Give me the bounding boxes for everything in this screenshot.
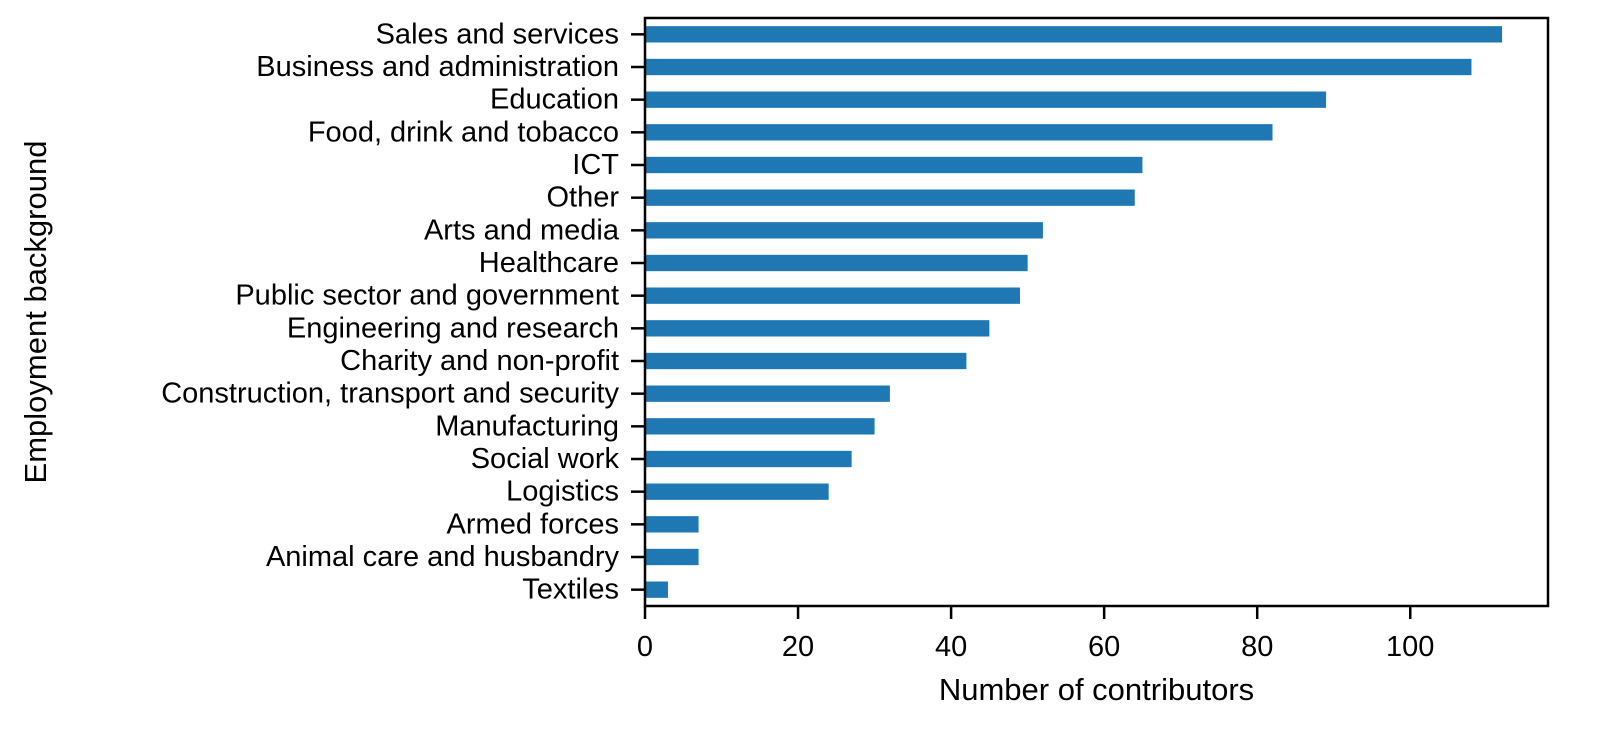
bar-logistics [645,483,829,500]
bar-sales-and-services [645,26,1503,43]
category-label: Charity and non-profit [340,345,619,377]
bar-engineering-and-research [645,320,990,337]
category-label: Business and administration [256,51,619,83]
bar-business-and-administration [645,58,1472,76]
bar-education [645,91,1327,108]
category-label: Animal care and husbandry [266,541,620,573]
category-label: Other [546,182,619,214]
x-ticks: 0 20 40 60 80 100 [637,606,1434,663]
y-tick-marks [631,33,645,591]
category-label: Education [490,84,619,116]
bar-construction-transport-and-security [645,385,890,402]
category-label: Sales and services [376,18,619,50]
category-label: Logistics [506,476,619,508]
category-label: Arts and media [424,214,620,246]
y-axis-label: Employment background [18,141,53,484]
category-label: Armed forces [447,508,619,540]
bars-group [645,26,1503,598]
category-label: Public sector and government [235,280,619,312]
category-label: Construction, transport and security [161,378,619,410]
bar-textiles [645,581,668,598]
bar-social-work [645,450,852,468]
bar-manufacturing [645,418,875,435]
bar-other [645,189,1135,206]
bar-food-drink-and-tobacco [645,124,1273,141]
bar-ict [645,156,1143,174]
bar-healthcare [645,254,1028,272]
category-label: Healthcare [479,247,619,279]
x-tick-label: 0 [637,631,653,663]
bar-arts-and-media [645,222,1043,239]
category-label: Food, drink and tobacco [308,116,619,148]
category-label: Social work [471,443,620,475]
x-tick-label: 100 [1386,631,1434,663]
category-label: Textiles [522,574,619,606]
x-tick-label: 20 [782,631,814,663]
x-tick-label: 80 [1241,631,1273,663]
x-tick-label: 60 [1088,631,1120,663]
category-label: ICT [572,149,619,181]
x-tick-label: 40 [935,631,967,663]
category-label: Engineering and research [287,312,619,344]
x-axis-label: Number of contributors [939,672,1254,707]
bar-public-sector-and-government [645,287,1020,304]
plot-frame [643,16,1550,608]
category-label: Manufacturing [435,410,619,442]
bar-armed-forces [645,516,699,533]
bar-animal-care-and-husbandry [645,548,699,566]
bar-charity-and-non-profit [645,352,967,370]
